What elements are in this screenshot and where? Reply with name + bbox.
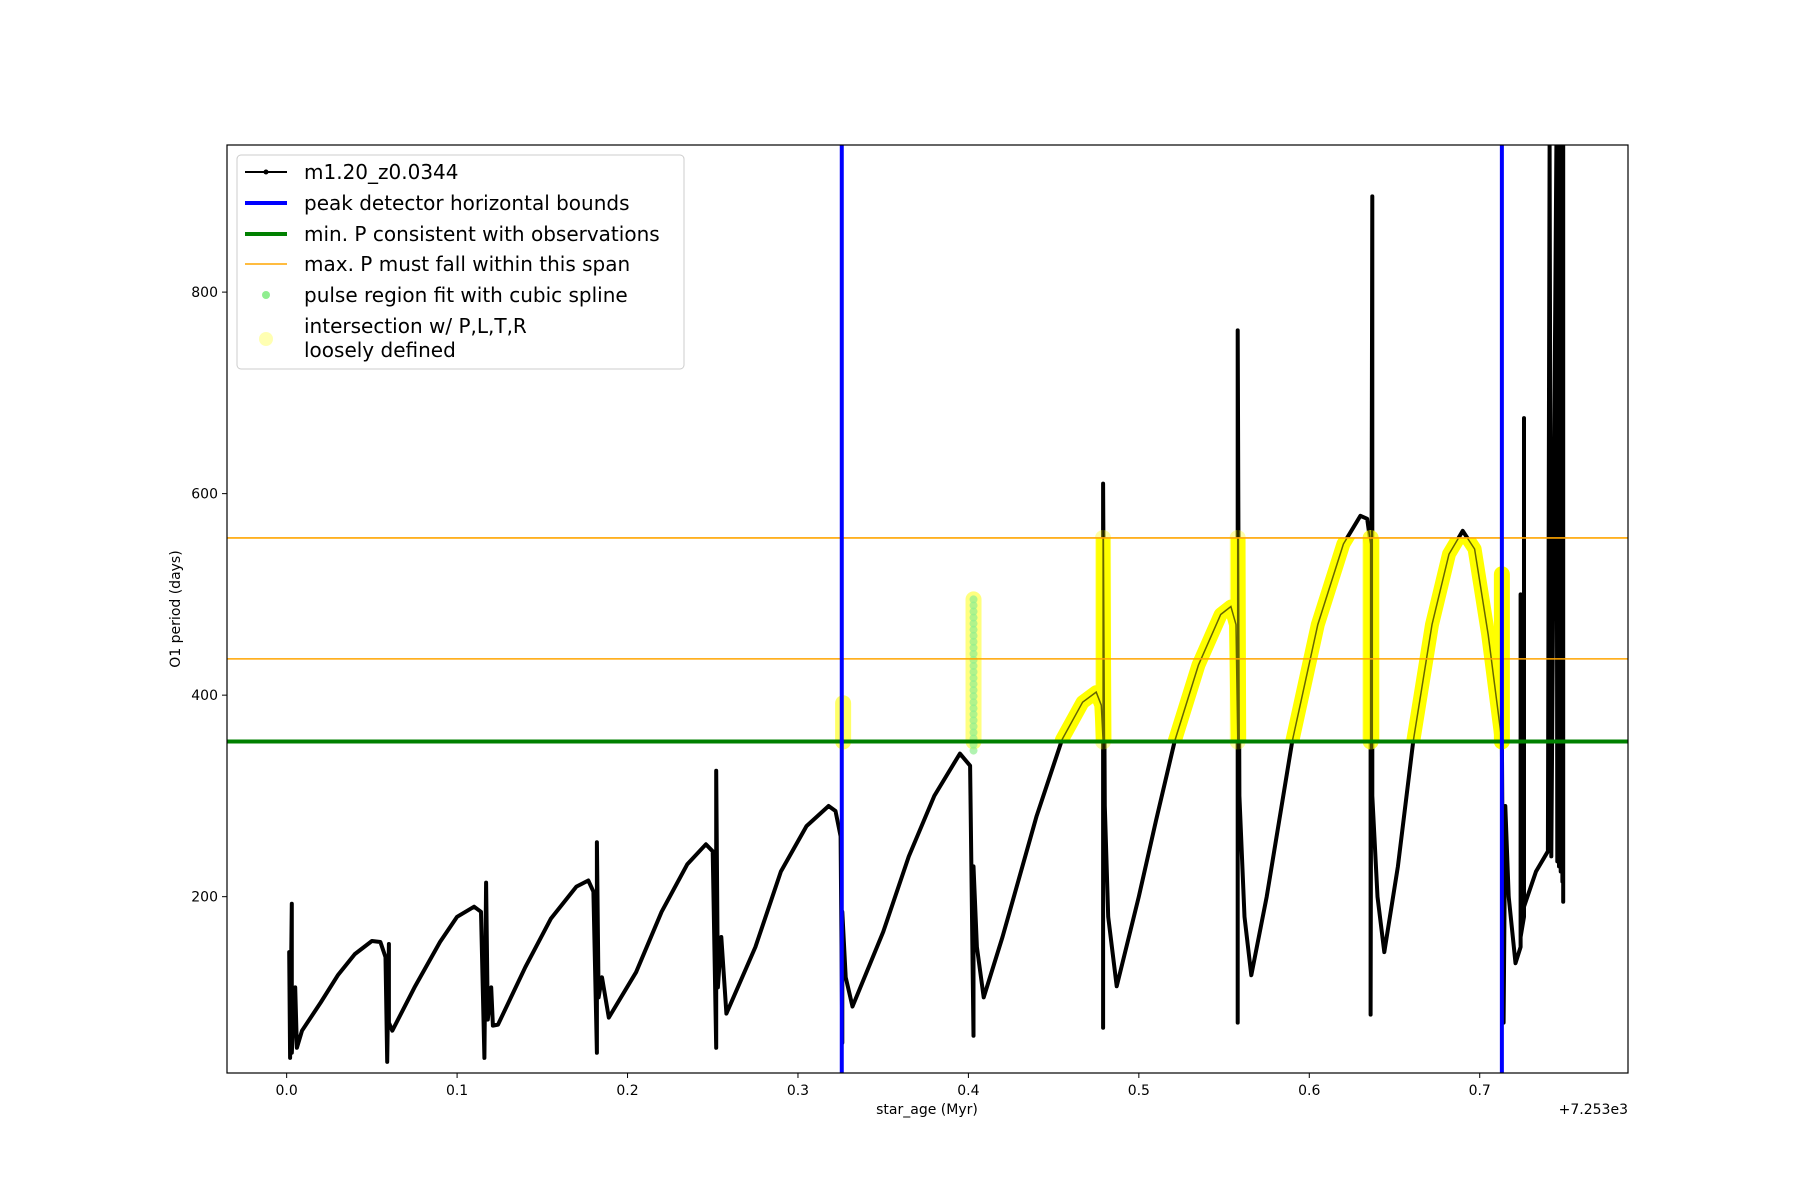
axes-frame	[226, 144, 1629, 1074]
spline-point	[969, 728, 978, 737]
spline-point	[969, 649, 978, 658]
spline-point	[969, 698, 978, 707]
x-tick-label: 0.1	[446, 1083, 468, 1099]
y-axis-label: O1 period (days)	[168, 550, 184, 667]
spline-point	[969, 607, 978, 616]
legend-label-track: m1.20_z0.0344	[304, 160, 459, 184]
track-line-overlay	[288, 145, 1564, 1062]
spline-point	[969, 661, 978, 670]
spline-point	[969, 722, 978, 731]
spline-point	[969, 692, 978, 701]
x-tick-label: 0.5	[1128, 1083, 1150, 1099]
x-tick-label: 0.0	[276, 1083, 298, 1099]
plot-area	[227, 145, 1628, 1073]
spline-point	[969, 595, 978, 604]
y-tick-label: 200	[191, 890, 218, 906]
x-tick-label: 0.3	[787, 1083, 809, 1099]
legend-marker-intersection	[259, 332, 273, 346]
spline-point	[969, 655, 978, 664]
spline-point	[969, 680, 978, 689]
legend-frame	[236, 154, 685, 370]
spline-point	[969, 674, 978, 683]
legend-label-intersection-line2: loosely defined	[304, 338, 456, 362]
spline-point	[969, 704, 978, 713]
legend-label-spline: pulse region fit with cubic spline	[304, 283, 628, 307]
x-offset-label: +7.253e3	[1559, 1102, 1628, 1118]
legend-label-min-p: min. P consistent with observations	[304, 222, 660, 246]
x-tick-label: 0.4	[957, 1083, 979, 1099]
y-tick-label: 800	[191, 285, 218, 301]
x-tick-label: 0.7	[1469, 1083, 1491, 1099]
x-tick-label: 0.2	[616, 1083, 638, 1099]
spline-point	[969, 631, 978, 640]
legend-label-max-p: max. P must fall within this span	[304, 252, 630, 276]
legend-label-bounds: peak detector horizontal bounds	[304, 191, 630, 215]
x-axis: 0.0 0.1 0.2 0.3 0.4 0.5 0.6 0.7	[276, 1073, 1491, 1099]
x-tick-label: 0.6	[1298, 1083, 1320, 1099]
spline-point	[969, 613, 978, 622]
spline-point	[969, 619, 978, 628]
legend-marker-track	[263, 169, 269, 175]
spline-point	[969, 667, 978, 676]
spline-point	[969, 716, 978, 725]
y-tick-label: 400	[191, 688, 218, 704]
spline-point	[969, 637, 978, 646]
spline-point	[969, 601, 978, 610]
spline-point	[969, 625, 978, 634]
spline-point	[969, 746, 978, 755]
x-axis-label: star_age (Myr)	[876, 1102, 978, 1118]
legend-marker-spline	[262, 291, 270, 299]
spline-point	[969, 710, 978, 719]
legend: m1.20_z0.0344 peak detector horizontal b…	[236, 154, 685, 370]
y-tick-label: 600	[191, 487, 218, 503]
spline-point	[969, 643, 978, 652]
y-axis: 200 400 600 800	[191, 285, 227, 906]
legend-label-intersection-line1: intersection w/ P,L,T,R	[304, 314, 527, 338]
spline-point	[969, 686, 978, 695]
